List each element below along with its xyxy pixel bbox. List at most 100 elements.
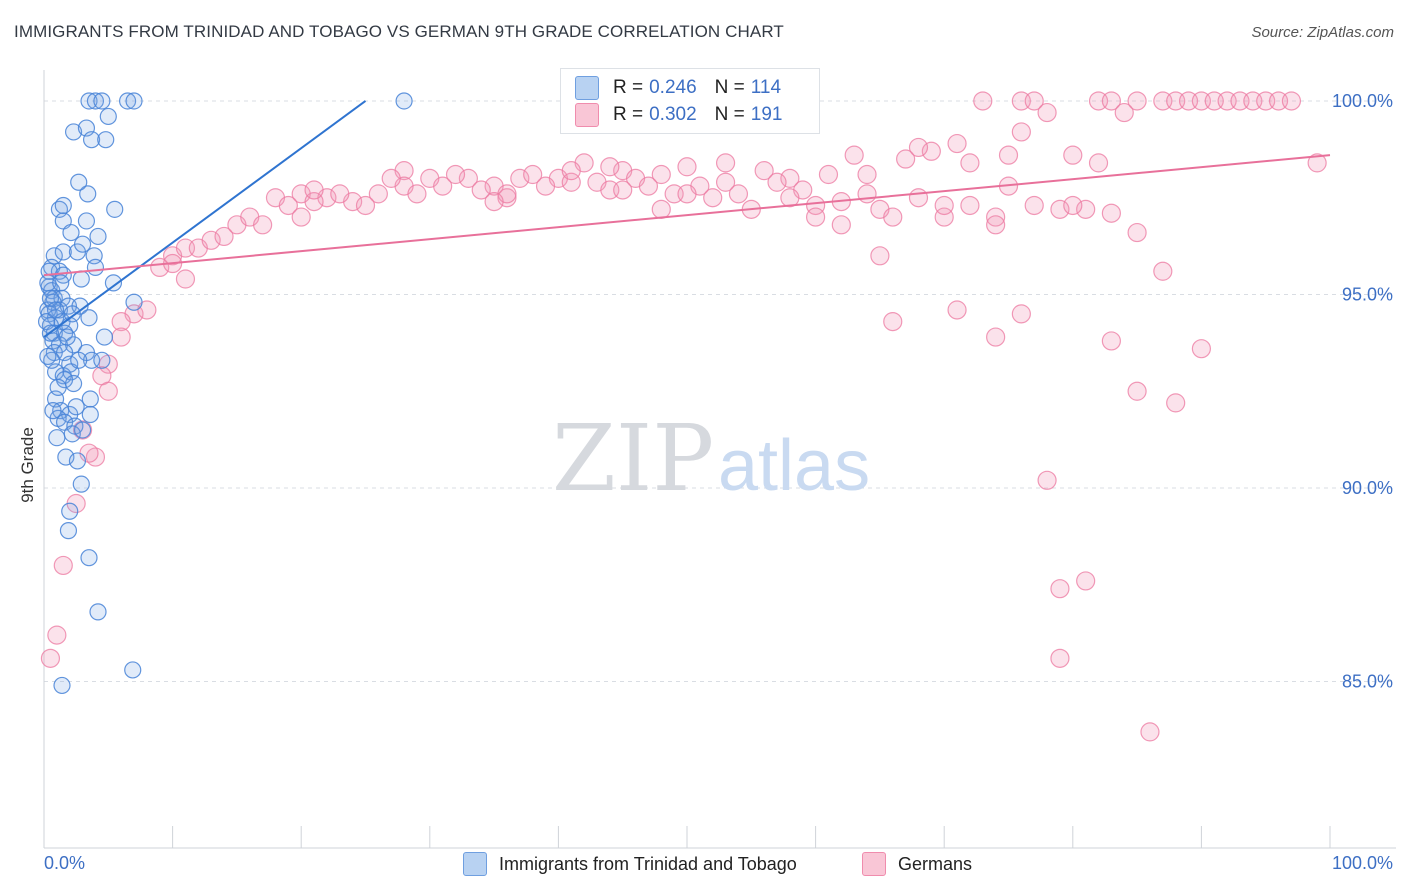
germans-point [883, 311, 903, 332]
germans-point [304, 192, 324, 212]
germans-point [150, 257, 170, 278]
germans-point [535, 176, 556, 196]
germans-point [368, 184, 388, 204]
germans-point [1127, 381, 1147, 401]
germans-point [715, 153, 736, 173]
x-tick-label: 0.0% [44, 853, 85, 873]
germans-point [407, 184, 427, 204]
trinidad-point [46, 301, 65, 319]
germans-point [1114, 102, 1134, 123]
germans-point [291, 207, 311, 227]
germans-point [831, 215, 851, 235]
germans-point [1024, 91, 1044, 111]
germans-point [908, 137, 929, 158]
germans-point [651, 199, 671, 219]
trinidad-point [80, 549, 98, 567]
stats-legend: R = 0.246 N = 114 R = 0.302 N = 191 [560, 68, 820, 134]
germans-point [1166, 393, 1186, 413]
trinidad-point [58, 328, 76, 346]
germans-point [1011, 304, 1031, 324]
y-axis-title: 9th Grade [18, 427, 37, 503]
trinidad-point [104, 274, 123, 292]
germans-point [510, 168, 530, 188]
germans-point [278, 195, 298, 216]
germans-point [111, 327, 131, 347]
trinidad-point [40, 262, 58, 280]
germans-point [355, 195, 376, 216]
bottom-legend-swatch-blue [463, 852, 487, 876]
trinidad-point [124, 661, 142, 679]
trinidad-point [63, 305, 81, 323]
trinidad-point [70, 351, 88, 369]
germans-point [1101, 91, 1121, 111]
trinidad-point [97, 131, 115, 149]
trinidad-trend-line [43, 100, 367, 338]
trinidad-point [86, 258, 105, 277]
germans-point [986, 327, 1006, 347]
legend-r-value: 0.302 [649, 104, 697, 125]
germans-point [98, 381, 118, 401]
y-tick-label: 100.0% [1332, 91, 1393, 111]
germans-point [805, 207, 826, 227]
watermark-atlas: atlas [718, 426, 870, 506]
germans-point [304, 180, 324, 200]
legend-r-label: R = [613, 77, 644, 98]
bottom-legend-label: Immigrants from Trinidad and Tobago [499, 853, 797, 874]
germans-point [47, 625, 67, 645]
germans-point [651, 164, 671, 185]
legend-swatch-blue [575, 76, 599, 100]
germans-point [1191, 339, 1212, 359]
germans-point [715, 172, 736, 192]
germans-point [998, 145, 1019, 165]
germans-point [1063, 145, 1083, 165]
legend-n-label: N = [714, 104, 745, 125]
germans-point [1153, 261, 1173, 281]
trinidad-point [81, 405, 99, 424]
germans-point [1037, 102, 1057, 123]
germans-point [934, 207, 954, 227]
trinidad-point [89, 603, 107, 621]
germans-point [1127, 91, 1147, 111]
germans-point [1050, 579, 1070, 599]
germans-point [973, 91, 993, 111]
germans-point [561, 172, 581, 192]
germans-point [381, 168, 401, 188]
germans-point [1127, 222, 1147, 243]
trinidad-point [89, 227, 107, 246]
trinidad-point [54, 243, 72, 261]
germans-point [960, 153, 980, 173]
legend-row-trinidad: R = 0.246 N = 114 [575, 75, 781, 101]
germans-point [960, 195, 980, 216]
germans-point [883, 207, 903, 227]
germans-point [1101, 203, 1121, 223]
trinidad-point [77, 212, 96, 230]
legend-row-germans: R = 0.302 N = 191 [575, 102, 782, 128]
trinidad-point [106, 200, 124, 218]
germans-point [613, 180, 633, 200]
germans-point [1037, 470, 1057, 490]
germans-point [175, 269, 196, 289]
trinidad-point [54, 196, 72, 215]
germans-point [201, 230, 221, 250]
germans-point [253, 215, 273, 235]
source-label: Source: ZipAtlas.com [1251, 24, 1394, 41]
bottom-legend-label: Germans [898, 853, 973, 874]
germans-point [523, 164, 543, 185]
trinidad-point [64, 123, 83, 141]
trinidad-point [48, 429, 66, 447]
trinidad-point [80, 309, 98, 327]
trinidad-point [63, 425, 81, 443]
trinidad-point [73, 235, 92, 253]
germans-point [986, 207, 1006, 227]
germans-point [780, 168, 800, 188]
trinidad-point [72, 270, 90, 288]
trinidad-point [72, 475, 90, 493]
trinidad-point [93, 351, 111, 369]
trinidad-point [125, 92, 143, 110]
trinidad-point [70, 173, 88, 191]
germans-point [754, 161, 774, 181]
trinidad-point [61, 502, 79, 520]
germans-point [600, 157, 620, 177]
legend-swatch-pink [575, 103, 599, 127]
